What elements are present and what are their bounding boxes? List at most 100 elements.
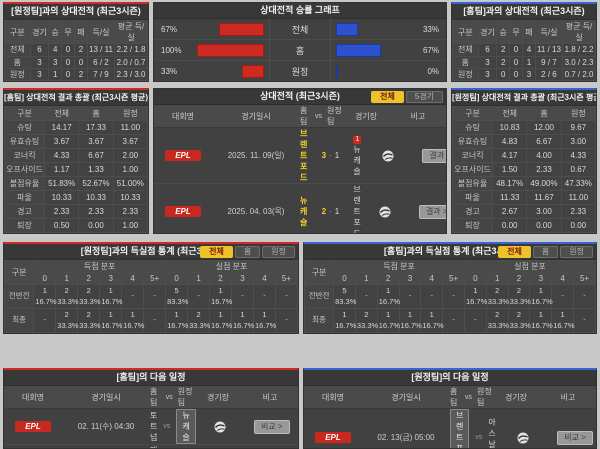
dist-cell: 1 16.7% <box>377 285 399 309</box>
stat-cell: 0.00 <box>527 219 561 233</box>
stat-cell: 1.00 <box>113 163 147 177</box>
filter-5games-button[interactable]: 5경기 <box>406 91 443 103</box>
stat-cell: 4.33 <box>45 149 79 163</box>
stat-cell: 12.00 <box>527 121 561 135</box>
stat-cell: 3 <box>30 56 49 68</box>
stat-cell: 2.00 <box>113 149 147 163</box>
dist-cell: 1 16.7% <box>166 309 188 333</box>
panel-title: 상대전적 (최근3시즌) 전체 5경기 <box>154 89 446 105</box>
filter-home-button[interactable]: 홈 <box>235 246 260 258</box>
stat-cell: 0 <box>510 56 523 68</box>
bin-header: 0 <box>464 273 486 285</box>
stadium-icon[interactable] <box>379 206 391 218</box>
stat-cell: 9.67 <box>561 121 595 135</box>
dist-cell: 1 16.7% <box>210 285 232 309</box>
filter-all-button[interactable]: 전체 <box>498 246 531 258</box>
stat-cell: 2.33 <box>79 205 113 219</box>
stat-cell: 10.83 <box>493 121 527 135</box>
match-row: EPL 2025. 11. 09(일) 브렌트포드 3-1 1뉴캐슬 결과 > <box>154 128 446 184</box>
table-row: 전반전 1 16.7%2 33.3%2 33.3%1 16.7%-- 5 83.… <box>5 285 298 309</box>
filter-all-button[interactable]: 전체 <box>200 246 233 258</box>
stadium-icon[interactable] <box>517 432 529 444</box>
stat-cell: 14.17 <box>45 121 79 135</box>
col-header-datetime: 경기일시 <box>362 392 450 403</box>
stadium-icon[interactable] <box>214 421 226 433</box>
bin-header: 4 <box>253 273 275 285</box>
table-row: 전반전 5 83.3%-1 16.7%--- 1 16.7%2 33.3%2 3… <box>305 285 596 309</box>
bin-header: 1 <box>188 273 210 285</box>
row-label: 퇴장 <box>5 219 45 233</box>
stadium-icon[interactable] <box>382 150 394 162</box>
bin-header: 3 <box>232 273 254 285</box>
stat-cell: 3 <box>49 56 62 68</box>
filter-home-button[interactable]: 홈 <box>533 246 558 258</box>
col-header: 전체 <box>493 107 527 121</box>
dist-cell: - <box>421 285 443 309</box>
stat-cell: 51.00% <box>113 177 147 191</box>
dist-cell: 1 16.7% <box>464 285 486 309</box>
col-header-home: 홈팀 <box>450 386 460 408</box>
panel-title-text: 상대전적 (최근3시즌) <box>260 91 340 101</box>
result-button[interactable]: 결과 > <box>419 205 447 219</box>
schedule-row: EPL 02. 13(금) 05:00 브렌트포드 vs 아스날FC 비교 > <box>304 409 596 449</box>
stat-cell: 0.00 <box>561 219 595 233</box>
stat-cell: 52.67% <box>79 177 113 191</box>
stat-cell: 3.00 <box>527 205 561 219</box>
dist-cell: - <box>144 285 166 309</box>
filter-all-button[interactable]: 전체 <box>371 91 404 103</box>
bin-header: 1 <box>56 273 78 285</box>
match-date: 02. 11(수) 04:30 <box>62 421 150 432</box>
dist-cell: 2 33.3% <box>78 285 100 309</box>
col-header-datetime: 경기일시 <box>212 111 300 122</box>
row-label: 홈 <box>453 56 479 68</box>
graph-row-label: 전체 <box>269 19 331 39</box>
filter-away-button[interactable]: 원정 <box>560 246 593 258</box>
col-header: 득/실 <box>87 21 114 44</box>
stat-cell: 10.33 <box>79 191 113 205</box>
away-winrate-bar <box>336 44 381 57</box>
schedule-row: EPL 02. 21(토) 21:30 맨체스터C vs 뉴캐슬 비교 > <box>4 445 298 449</box>
row-label: 퇴장 <box>453 219 493 233</box>
col-header-league: 대회명 <box>154 111 212 122</box>
dist-cell: - <box>574 309 596 333</box>
score: 2-1 <box>307 207 353 216</box>
dist-cell: 1 16.7% <box>253 309 275 333</box>
col-header-league: 대회명 <box>4 392 62 403</box>
filter-away-button[interactable]: 원정 <box>262 246 295 258</box>
col-header: 구분 <box>5 261 34 285</box>
row-label: 코너킥 <box>5 149 45 163</box>
dist-cell: 1 16.7% <box>530 309 552 333</box>
row-label: 파울 <box>453 191 493 205</box>
stat-cell: 6 <box>30 44 49 56</box>
compare-button[interactable]: 비교 > <box>557 431 593 445</box>
row-label: 전반전 <box>305 285 334 309</box>
away-winrate-bar <box>336 65 338 78</box>
dist-cell: - <box>552 285 574 309</box>
dist-cell: - <box>275 309 297 333</box>
result-button[interactable]: 결과 > <box>422 149 447 163</box>
row-label: 최종 <box>305 309 334 333</box>
panel-title: [원정팀]과의 득실점 통계 (최근3시즌) 전체 홈 원정 <box>4 244 298 260</box>
winrate-bar-chart: 67% 전체 33% 100% 홈 67% 33% 원정 <box>154 19 446 81</box>
stat-cell: 4 <box>523 44 536 56</box>
row-label: 원정 <box>5 68 31 80</box>
bin-header: 5+ <box>443 273 465 285</box>
stat-cell: 0 <box>75 56 88 68</box>
stat-cell: 11.33 <box>493 191 527 205</box>
compare-button[interactable]: 비교 > <box>254 420 290 434</box>
away-team-name: 뉴캐슬 <box>176 409 195 444</box>
schedule-row: EPL 02. 11(수) 04:30 토트넘 vs 뉴캐슬 비교 > <box>4 409 298 445</box>
col-header-away: 원정팀 <box>327 105 342 127</box>
match-date: 2025. 11. 09(일) <box>212 150 300 161</box>
